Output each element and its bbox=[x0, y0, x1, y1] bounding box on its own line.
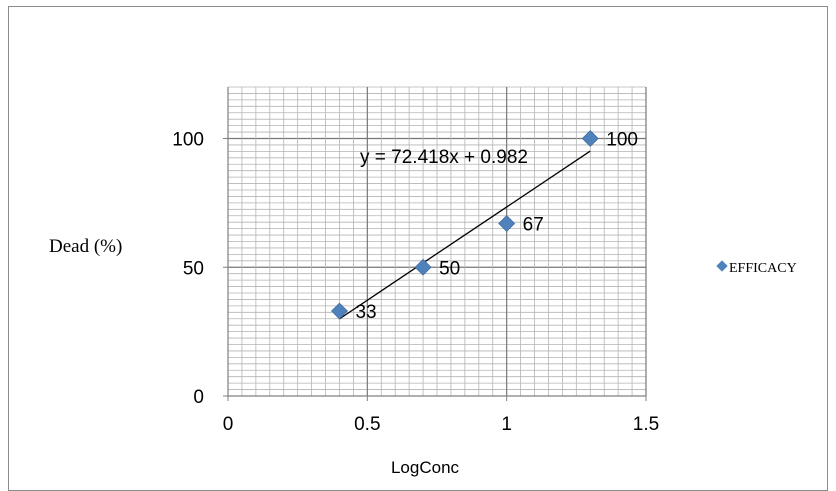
x-tick-label: 0 bbox=[223, 414, 234, 435]
data-point bbox=[414, 258, 432, 276]
data-points bbox=[331, 130, 599, 320]
y-tick-label: 50 bbox=[183, 258, 204, 279]
trendline bbox=[339, 150, 591, 320]
data-point bbox=[581, 130, 599, 147]
x-axis-title: LogConc bbox=[391, 458, 460, 477]
data-point bbox=[498, 215, 516, 232]
data-point bbox=[331, 302, 348, 320]
data-label: 100 bbox=[606, 130, 638, 151]
x-tick-label: 1.5 bbox=[633, 414, 659, 435]
y-axis-title: Dead (%) bbox=[49, 236, 122, 257]
legend-label: EFFICACY bbox=[729, 261, 797, 276]
x-tick-label: 0.5 bbox=[354, 414, 380, 435]
y-tick-label: 0 bbox=[193, 387, 204, 408]
data-label: 33 bbox=[355, 302, 376, 323]
x-tick-label: 1 bbox=[501, 414, 512, 435]
tick-labels: 0 0.5 1 1.5 0 50 100 bbox=[172, 130, 659, 436]
legend: EFFICACY bbox=[716, 260, 797, 276]
data-label: 67 bbox=[523, 214, 544, 235]
trendline-group bbox=[339, 150, 591, 320]
grid-lines bbox=[228, 86, 647, 397]
legend-marker bbox=[716, 260, 728, 272]
trendline-equation: y = 72.418x + 0.982 bbox=[360, 147, 528, 168]
axes bbox=[223, 87, 647, 401]
data-labels: 33 50 67 100 bbox=[355, 130, 638, 324]
data-label: 50 bbox=[439, 258, 460, 279]
y-tick-label: 100 bbox=[172, 130, 204, 151]
